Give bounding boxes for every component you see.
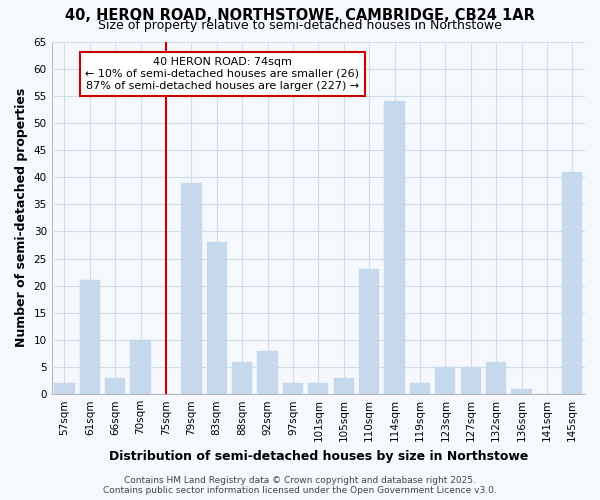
Bar <box>80 280 100 394</box>
Text: Contains HM Land Registry data © Crown copyright and database right 2025.
Contai: Contains HM Land Registry data © Crown c… <box>103 476 497 495</box>
Bar <box>54 384 74 394</box>
Bar <box>410 384 430 394</box>
Bar <box>308 384 328 394</box>
Bar <box>181 182 202 394</box>
Bar <box>359 270 379 394</box>
Bar <box>435 367 455 394</box>
Bar <box>486 362 506 394</box>
Bar <box>511 389 532 394</box>
Bar <box>232 362 253 394</box>
Bar <box>461 367 481 394</box>
Bar <box>562 172 583 394</box>
Text: 40 HERON ROAD: 74sqm
← 10% of semi-detached houses are smaller (26)
87% of semi-: 40 HERON ROAD: 74sqm ← 10% of semi-detac… <box>85 58 359 90</box>
Bar <box>385 101 404 394</box>
Bar <box>105 378 125 394</box>
Bar <box>334 378 354 394</box>
Text: Size of property relative to semi-detached houses in Northstowe: Size of property relative to semi-detach… <box>98 18 502 32</box>
Bar <box>283 384 303 394</box>
Bar <box>257 351 278 394</box>
Bar <box>206 242 227 394</box>
Text: 40, HERON ROAD, NORTHSTOWE, CAMBRIDGE, CB24 1AR: 40, HERON ROAD, NORTHSTOWE, CAMBRIDGE, C… <box>65 8 535 22</box>
Bar <box>130 340 151 394</box>
Y-axis label: Number of semi-detached properties: Number of semi-detached properties <box>15 88 28 347</box>
X-axis label: Distribution of semi-detached houses by size in Northstowe: Distribution of semi-detached houses by … <box>109 450 528 462</box>
